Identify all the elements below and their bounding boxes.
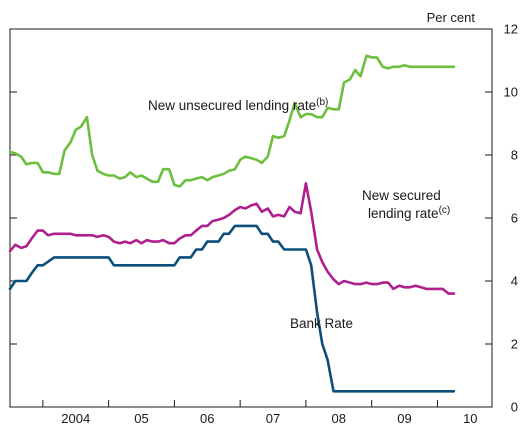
y-tick-label: 8 (511, 148, 518, 163)
series-label-unsecured-footnote: (b) (316, 97, 328, 108)
y-ticks: 0 2 4 6 8 10 12 (10, 22, 518, 415)
series-line-bank-rate (8, 224, 456, 393)
series-label-bank-rate: Bank Rate (290, 316, 353, 331)
x-tick-label: 05 (134, 411, 148, 426)
series-label-secured-2: lending rate(c) (368, 205, 450, 221)
x-tick-label: 09 (397, 411, 411, 426)
y-tick-label: 0 (511, 400, 518, 415)
series-lines (8, 54, 456, 393)
series-label-secured-footnote: (c) (439, 205, 451, 216)
series-label-secured: New secured (362, 188, 441, 203)
series-label-unsecured: New unsecured lending rate(b) (148, 97, 328, 113)
x-tick-label: 06 (200, 411, 214, 426)
series-label-secured-line1: New secured (362, 188, 441, 203)
x-tick-label: 10 (463, 411, 477, 426)
y-tick-label: 10 (504, 85, 518, 100)
series-line-unsecured (8, 54, 456, 188)
y-tick-label: 2 (511, 337, 518, 352)
series-label-unsecured-text: New unsecured lending rate (148, 98, 316, 113)
series-label-secured-line2: lending rate (368, 206, 439, 221)
y-tick-label: 12 (504, 22, 518, 37)
x-ticks: 2004 05 06 07 08 09 10 (42, 400, 478, 426)
x-tick-label: 07 (266, 411, 280, 426)
x-tick-label: 2004 (61, 411, 90, 426)
x-tick-label: 08 (332, 411, 346, 426)
y-tick-label: 6 (511, 211, 518, 226)
y-tick-label: 4 (511, 274, 518, 289)
series-line-secured (8, 182, 456, 295)
unit-label: Per cent (427, 10, 476, 25)
